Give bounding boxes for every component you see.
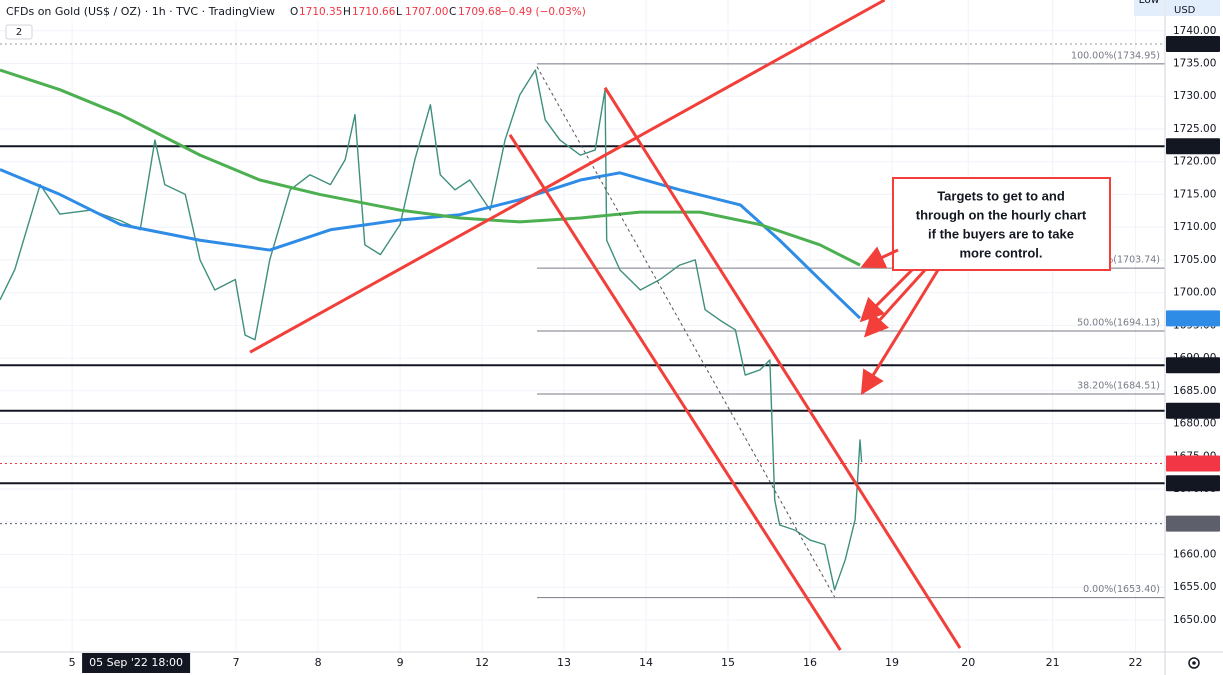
x-tick-label: 16	[803, 656, 817, 669]
ohlc-value: 1707.00	[405, 6, 448, 18]
price-badge	[1166, 402, 1220, 419]
y-tick-label: 1735.00	[1173, 57, 1216, 69]
chart-title: CFDs on Gold (US$ / OZ) · 1h · TVC · Tra…	[6, 5, 275, 18]
y-tick-label: 1650.00	[1173, 614, 1216, 626]
price-badge	[1166, 357, 1220, 374]
fib-label: 100.00%(1734.95)	[1071, 50, 1160, 61]
x-tick-label: 8	[315, 656, 322, 669]
price-tag: Low	[1139, 0, 1160, 6]
x-tick-label: 14	[639, 656, 653, 669]
annotation-text: if the buyers are to take	[928, 226, 1074, 241]
x-tick-label: 12	[475, 656, 489, 669]
arrow	[860, 269, 940, 396]
change-label: −0.49 (−0.03%)	[500, 6, 586, 18]
fib-diagonal	[536, 66, 836, 598]
arrow	[860, 246, 899, 269]
x-tick-label: 15	[721, 656, 735, 669]
y-tick-label: 1660.00	[1173, 548, 1216, 560]
currency: USD	[1174, 5, 1196, 16]
x-tick-label: 9	[397, 656, 404, 669]
x-tick-label: 20	[961, 656, 975, 669]
crosshair-label-bg	[82, 653, 191, 673]
arrow	[863, 268, 927, 338]
y-tick-label: 1705.00	[1173, 254, 1216, 266]
price-badge	[1166, 310, 1220, 327]
y-tick-label: 1685.00	[1173, 385, 1216, 397]
axes: 1650.001655.001660.001665.001670.001675.…	[69, 0, 1220, 673]
x-tick-label: 5	[69, 656, 76, 669]
ohlc-key: L	[396, 6, 402, 18]
fib-label: 50.00%(1694.13)	[1077, 318, 1160, 329]
annotation-text: more control.	[959, 245, 1042, 260]
time-axis	[0, 652, 1165, 675]
price-badge	[1166, 35, 1220, 52]
price-badge	[1166, 475, 1220, 492]
y-tick-label: 1710.00	[1173, 221, 1216, 233]
ohlc-key: C	[449, 6, 456, 18]
arrow	[859, 268, 914, 323]
plot-area: 100.00%(1734.95) 61.80%(1703.74) 50.00%(16…	[0, 0, 1165, 651]
annotation-text: Targets to get to and	[937, 188, 1065, 203]
fib-label: 0.00%(1653.40)	[1083, 584, 1160, 595]
y-tick-label: 1730.00	[1173, 90, 1216, 102]
fib-label: 61.80%(1703.74)	[1077, 255, 1160, 266]
price-badge	[1166, 0, 1220, 16]
trendline	[249, 0, 886, 354]
series-line	[0, 68, 861, 267]
badge-box	[5, 24, 33, 40]
annotation-text: through on the hourly chart	[916, 207, 1087, 222]
price-badge	[1166, 515, 1220, 532]
price-axis	[1165, 0, 1223, 675]
price-badge	[1166, 138, 1220, 155]
ohlc-value: 1710.66	[352, 6, 396, 18]
y-tick-label: 1715.00	[1173, 188, 1216, 200]
fib-label: 38.20%(1684.51)	[1077, 381, 1160, 392]
badge: 2	[16, 27, 22, 38]
x-tick-label: 22	[1128, 656, 1142, 669]
x-tick-label: 7	[233, 656, 240, 669]
grid	[0, 0, 1165, 652]
crosshair-label: 05 Sep '22 18:00	[89, 656, 183, 669]
y-tick-label: 1740.00	[1173, 25, 1216, 37]
x-tick-label: 21	[1046, 656, 1060, 669]
price-tag-bg	[1134, 0, 1164, 16]
x-tick-label: 13	[557, 656, 571, 669]
y-tick-label: 1725.00	[1173, 123, 1216, 135]
y-tick-label: 1680.00	[1173, 418, 1216, 430]
series-line	[0, 69, 863, 591]
ohlc-value: 1710.35	[299, 6, 342, 18]
trendline	[603, 86, 962, 649]
price-badge	[1166, 455, 1220, 472]
settings-icon[interactable]	[1188, 657, 1200, 669]
y-tick-label: 1655.00	[1173, 581, 1216, 593]
ohlc-key: O	[290, 6, 298, 18]
annotation: Targets to get to and through on the hour…	[859, 177, 1111, 396]
ohlc-key: H	[343, 6, 351, 18]
y-tick-label: 1700.00	[1173, 287, 1216, 299]
annotation-box	[892, 177, 1111, 271]
header: CFDs on Gold (US$ / OZ) · 1h · TVC · Tra…	[0, 2, 1196, 40]
x-tick-label: 19	[885, 656, 899, 669]
ohlc-value: 1709.68	[458, 6, 501, 18]
series-line	[0, 168, 862, 320]
y-tick-label: 1720.00	[1173, 156, 1216, 168]
header-bg	[0, 2, 530, 22]
trendline	[508, 134, 842, 651]
